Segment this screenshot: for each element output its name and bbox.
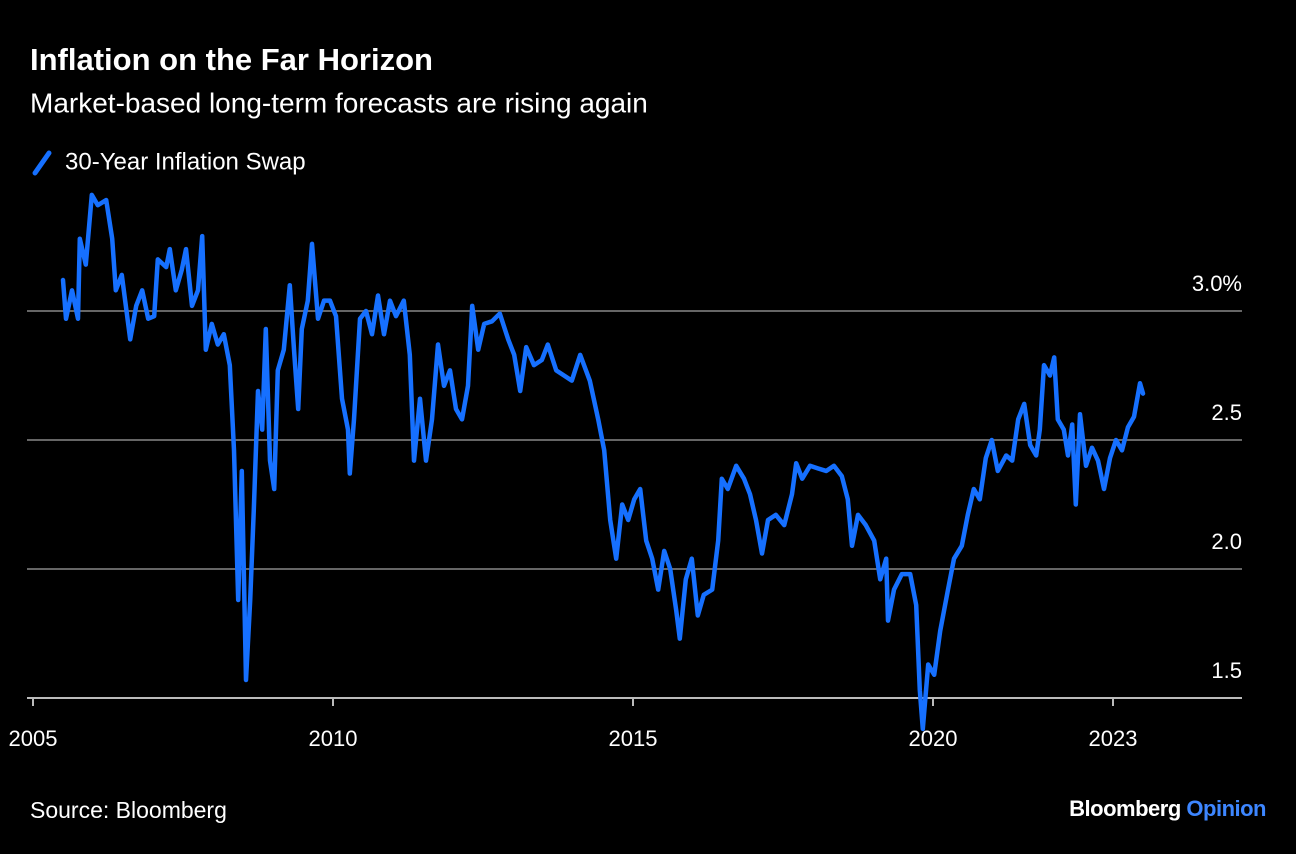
logo-section: Opinion	[1186, 796, 1266, 821]
y-tick-label: 2.5	[1211, 400, 1242, 425]
y-tick-label: 2.0	[1211, 529, 1242, 554]
chart-title: Inflation on the Far Horizon	[30, 42, 433, 77]
chart-subtitle: Market-based long-term forecasts are ris…	[30, 87, 648, 118]
x-tick-label: 2020	[909, 726, 958, 751]
logo: Bloomberg Opinion	[1069, 796, 1266, 821]
y-tick-label: 3.0%	[1192, 271, 1242, 296]
y-tick-label: 1.5	[1211, 658, 1242, 683]
x-tick-label: 2005	[9, 726, 58, 751]
x-tick-label: 2010	[309, 726, 358, 751]
x-tick-label: 2023	[1089, 726, 1138, 751]
legend-swatch	[32, 150, 52, 176]
x-tick-label: 2015	[609, 726, 658, 751]
logo-name: Bloomberg	[1069, 796, 1181, 821]
series-line	[60, 192, 1146, 732]
source: Source: Bloomberg	[30, 797, 227, 823]
legend-label: 30-Year Inflation Swap	[65, 148, 306, 175]
